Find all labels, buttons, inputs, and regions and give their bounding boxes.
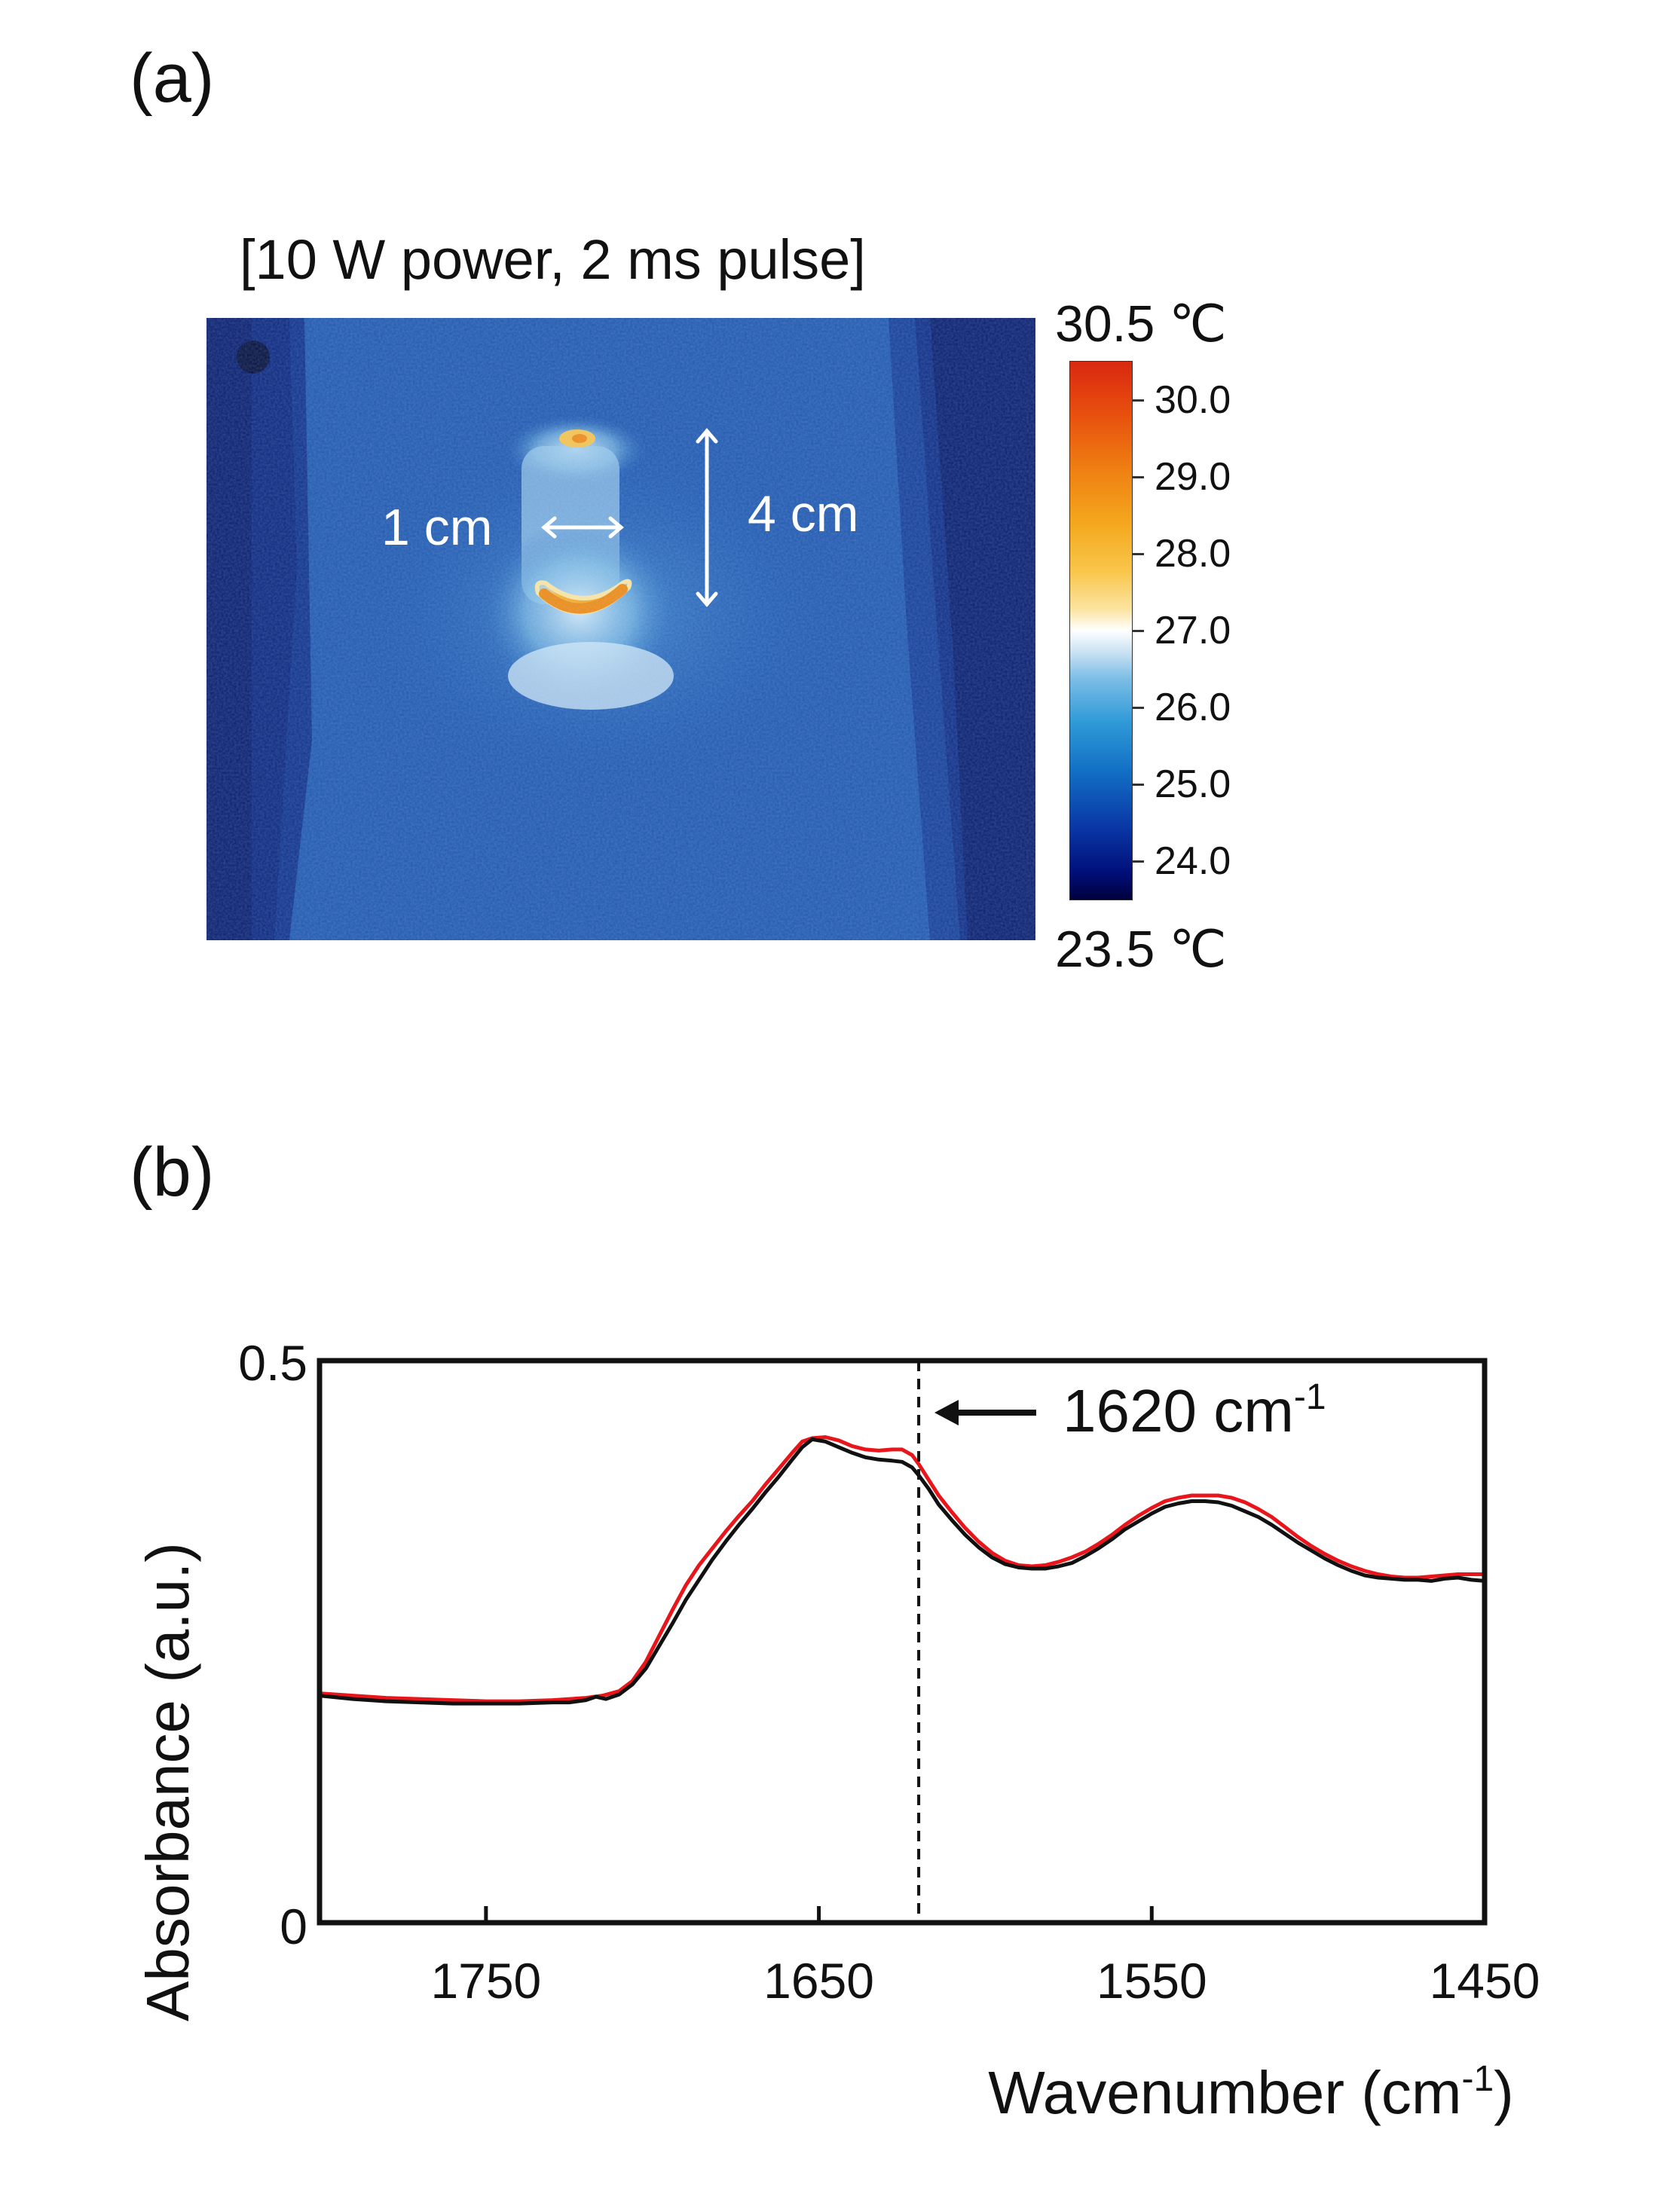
series-line-0 bbox=[319, 1435, 1485, 1703]
x-tick-label: 1450 bbox=[1430, 1953, 1540, 2009]
colorbar-tick bbox=[1132, 783, 1144, 786]
width-annotation: 1 cm bbox=[381, 499, 493, 556]
panel-b-label: (b) bbox=[130, 1134, 215, 1211]
colorbar-tick-label: 27.0 bbox=[1155, 609, 1231, 652]
colorbar-tick bbox=[1132, 552, 1144, 555]
x-axis-label: Wavenumber (cm-1) bbox=[988, 2059, 1514, 2126]
colorbar-tick bbox=[1132, 475, 1144, 478]
x-tick-label: 1650 bbox=[763, 1953, 874, 2009]
colorbar-min-label: 23.5 ℃ bbox=[1055, 921, 1227, 978]
plot-lines bbox=[319, 1435, 1485, 1706]
height-annotation: 4 cm bbox=[748, 485, 859, 542]
annotation-label: 1620 cm-1 bbox=[1063, 1377, 1326, 1444]
annotation-arrow bbox=[934, 1400, 1036, 1425]
series-line-1 bbox=[319, 1437, 1485, 1706]
y-axis-label: Absorbance (a.u.) bbox=[134, 1542, 201, 2021]
y-tick-label: 0.5 bbox=[238, 1335, 307, 1391]
temperature-colorbar bbox=[1070, 362, 1132, 900]
colorbar-tick-label: 24.0 bbox=[1155, 839, 1231, 883]
plot-frame bbox=[317, 1358, 1488, 1926]
x-tick-label: 1550 bbox=[1097, 1953, 1207, 2009]
thermal-image bbox=[206, 318, 1035, 940]
absorbance-spectrum-chart: 1750 1650 1550 1450 00.5 1620 cm-1 Wavenumb… bbox=[134, 1335, 1540, 2126]
y-ticks: 00.5 bbox=[238, 1335, 307, 1954]
colorbar-tick-label: 30.0 bbox=[1155, 378, 1231, 422]
x-tick-label: 1750 bbox=[430, 1953, 541, 2009]
y-tick-label: 0 bbox=[280, 1899, 307, 1954]
colorbar-tick bbox=[1132, 629, 1144, 632]
colorbar-tick-label: 28.0 bbox=[1155, 532, 1231, 576]
colorbar-tick-label: 26.0 bbox=[1155, 686, 1231, 729]
panel-a-label: (a) bbox=[130, 40, 215, 117]
colorbar-tick bbox=[1132, 860, 1144, 863]
x-ticks: 1750 1650 1550 1450 bbox=[430, 1906, 1540, 2009]
colorbar-tick-label: 29.0 bbox=[1155, 455, 1231, 499]
thermal-image-title: [10 W power, 2 ms pulse] bbox=[240, 228, 866, 291]
colorbar-max-label: 30.5 ℃ bbox=[1055, 295, 1227, 353]
colorbar-tick bbox=[1132, 706, 1144, 709]
colorbar-tick bbox=[1132, 399, 1144, 402]
colorbar-tick-label: 25.0 bbox=[1155, 762, 1231, 806]
